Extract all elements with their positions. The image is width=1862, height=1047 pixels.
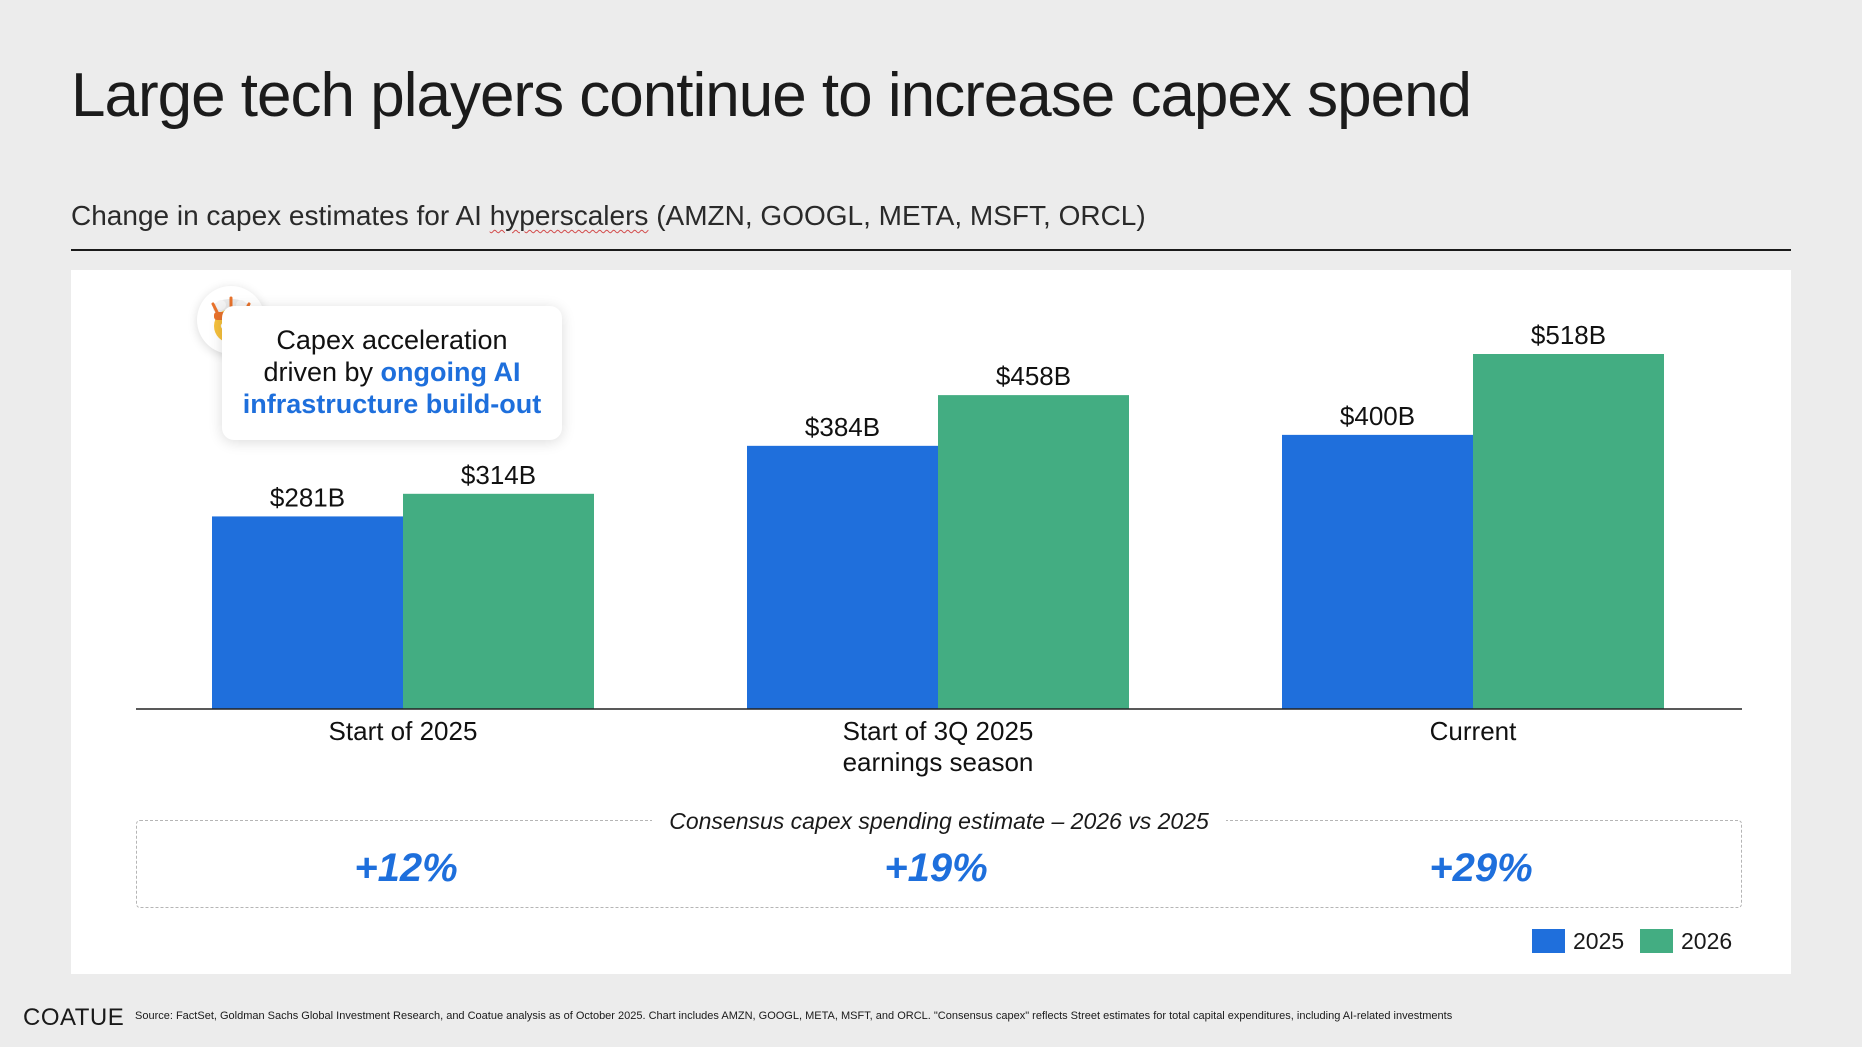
callout-plain-text: driven by — [263, 357, 381, 387]
x-tick-label-0-0: Start of 2025 — [329, 716, 478, 746]
bar-2025-1 — [747, 445, 938, 709]
data-label-2025-0: $281B — [270, 482, 345, 512]
data-label-2026-2: $518B — [1531, 320, 1606, 350]
chart-subtitle: Change in capex estimates for AI hypersc… — [71, 200, 1146, 232]
data-label-2025-2: $400B — [1340, 401, 1415, 431]
legend-swatch-2026 — [1640, 929, 1673, 953]
consensus-title: Consensus capex spending estimate – 2026… — [652, 808, 1226, 835]
legend-item-2026: 2026 — [1640, 928, 1732, 954]
coatue-logo: COATUE — [23, 1004, 125, 1031]
callout-highlight-text: ongoing AI — [380, 357, 521, 387]
bar-2025-0 — [212, 516, 403, 709]
consensus-pct-current: +29% — [1429, 846, 1533, 890]
subtitle-text-after: (AMZN, GOOGL, META, MSFT, ORCL) — [648, 200, 1146, 231]
source-note: Source: FactSet, Goldman Sachs Global In… — [135, 1010, 1453, 1022]
callout-line-2: driven by ongoing AI — [222, 356, 562, 388]
data-label-2026-1: $458B — [996, 361, 1071, 391]
callout-line-3: infrastructure build-out — [242, 389, 542, 419]
bar-2026-0 — [403, 493, 594, 709]
x-tick-label-2-0: Current — [1430, 716, 1517, 746]
consensus-pct-3q-2025: +19% — [884, 846, 988, 890]
page-title: Large tech players continue to increase … — [71, 61, 1472, 130]
bar-2026-1 — [938, 395, 1129, 709]
callout-box: Capex acceleration driven by ongoing AI … — [222, 306, 562, 440]
callout-line-1: Capex acceleration — [276, 325, 508, 355]
legend-item-2025: 2025 — [1532, 928, 1624, 954]
title-divider — [71, 249, 1791, 251]
bar-2025-2 — [1282, 434, 1473, 709]
bar-2026-2 — [1473, 354, 1664, 709]
data-label-2026-0: $314B — [461, 460, 536, 490]
legend-swatch-2025 — [1532, 929, 1565, 953]
data-label-2025-1: $384B — [805, 412, 880, 442]
consensus-pct-start-2025: +12% — [354, 846, 458, 890]
x-tick-label-1-1: earnings season — [843, 747, 1034, 777]
subtitle-text-before: Change in capex estimates for AI — [71, 200, 490, 231]
legend-label-2026: 2026 — [1681, 927, 1733, 954]
subtitle-hyperscalers-word: hyperscalers — [489, 200, 649, 231]
legend-label-2025: 2025 — [1573, 927, 1625, 954]
x-tick-label-1-0: Start of 3Q 2025 — [843, 716, 1034, 746]
